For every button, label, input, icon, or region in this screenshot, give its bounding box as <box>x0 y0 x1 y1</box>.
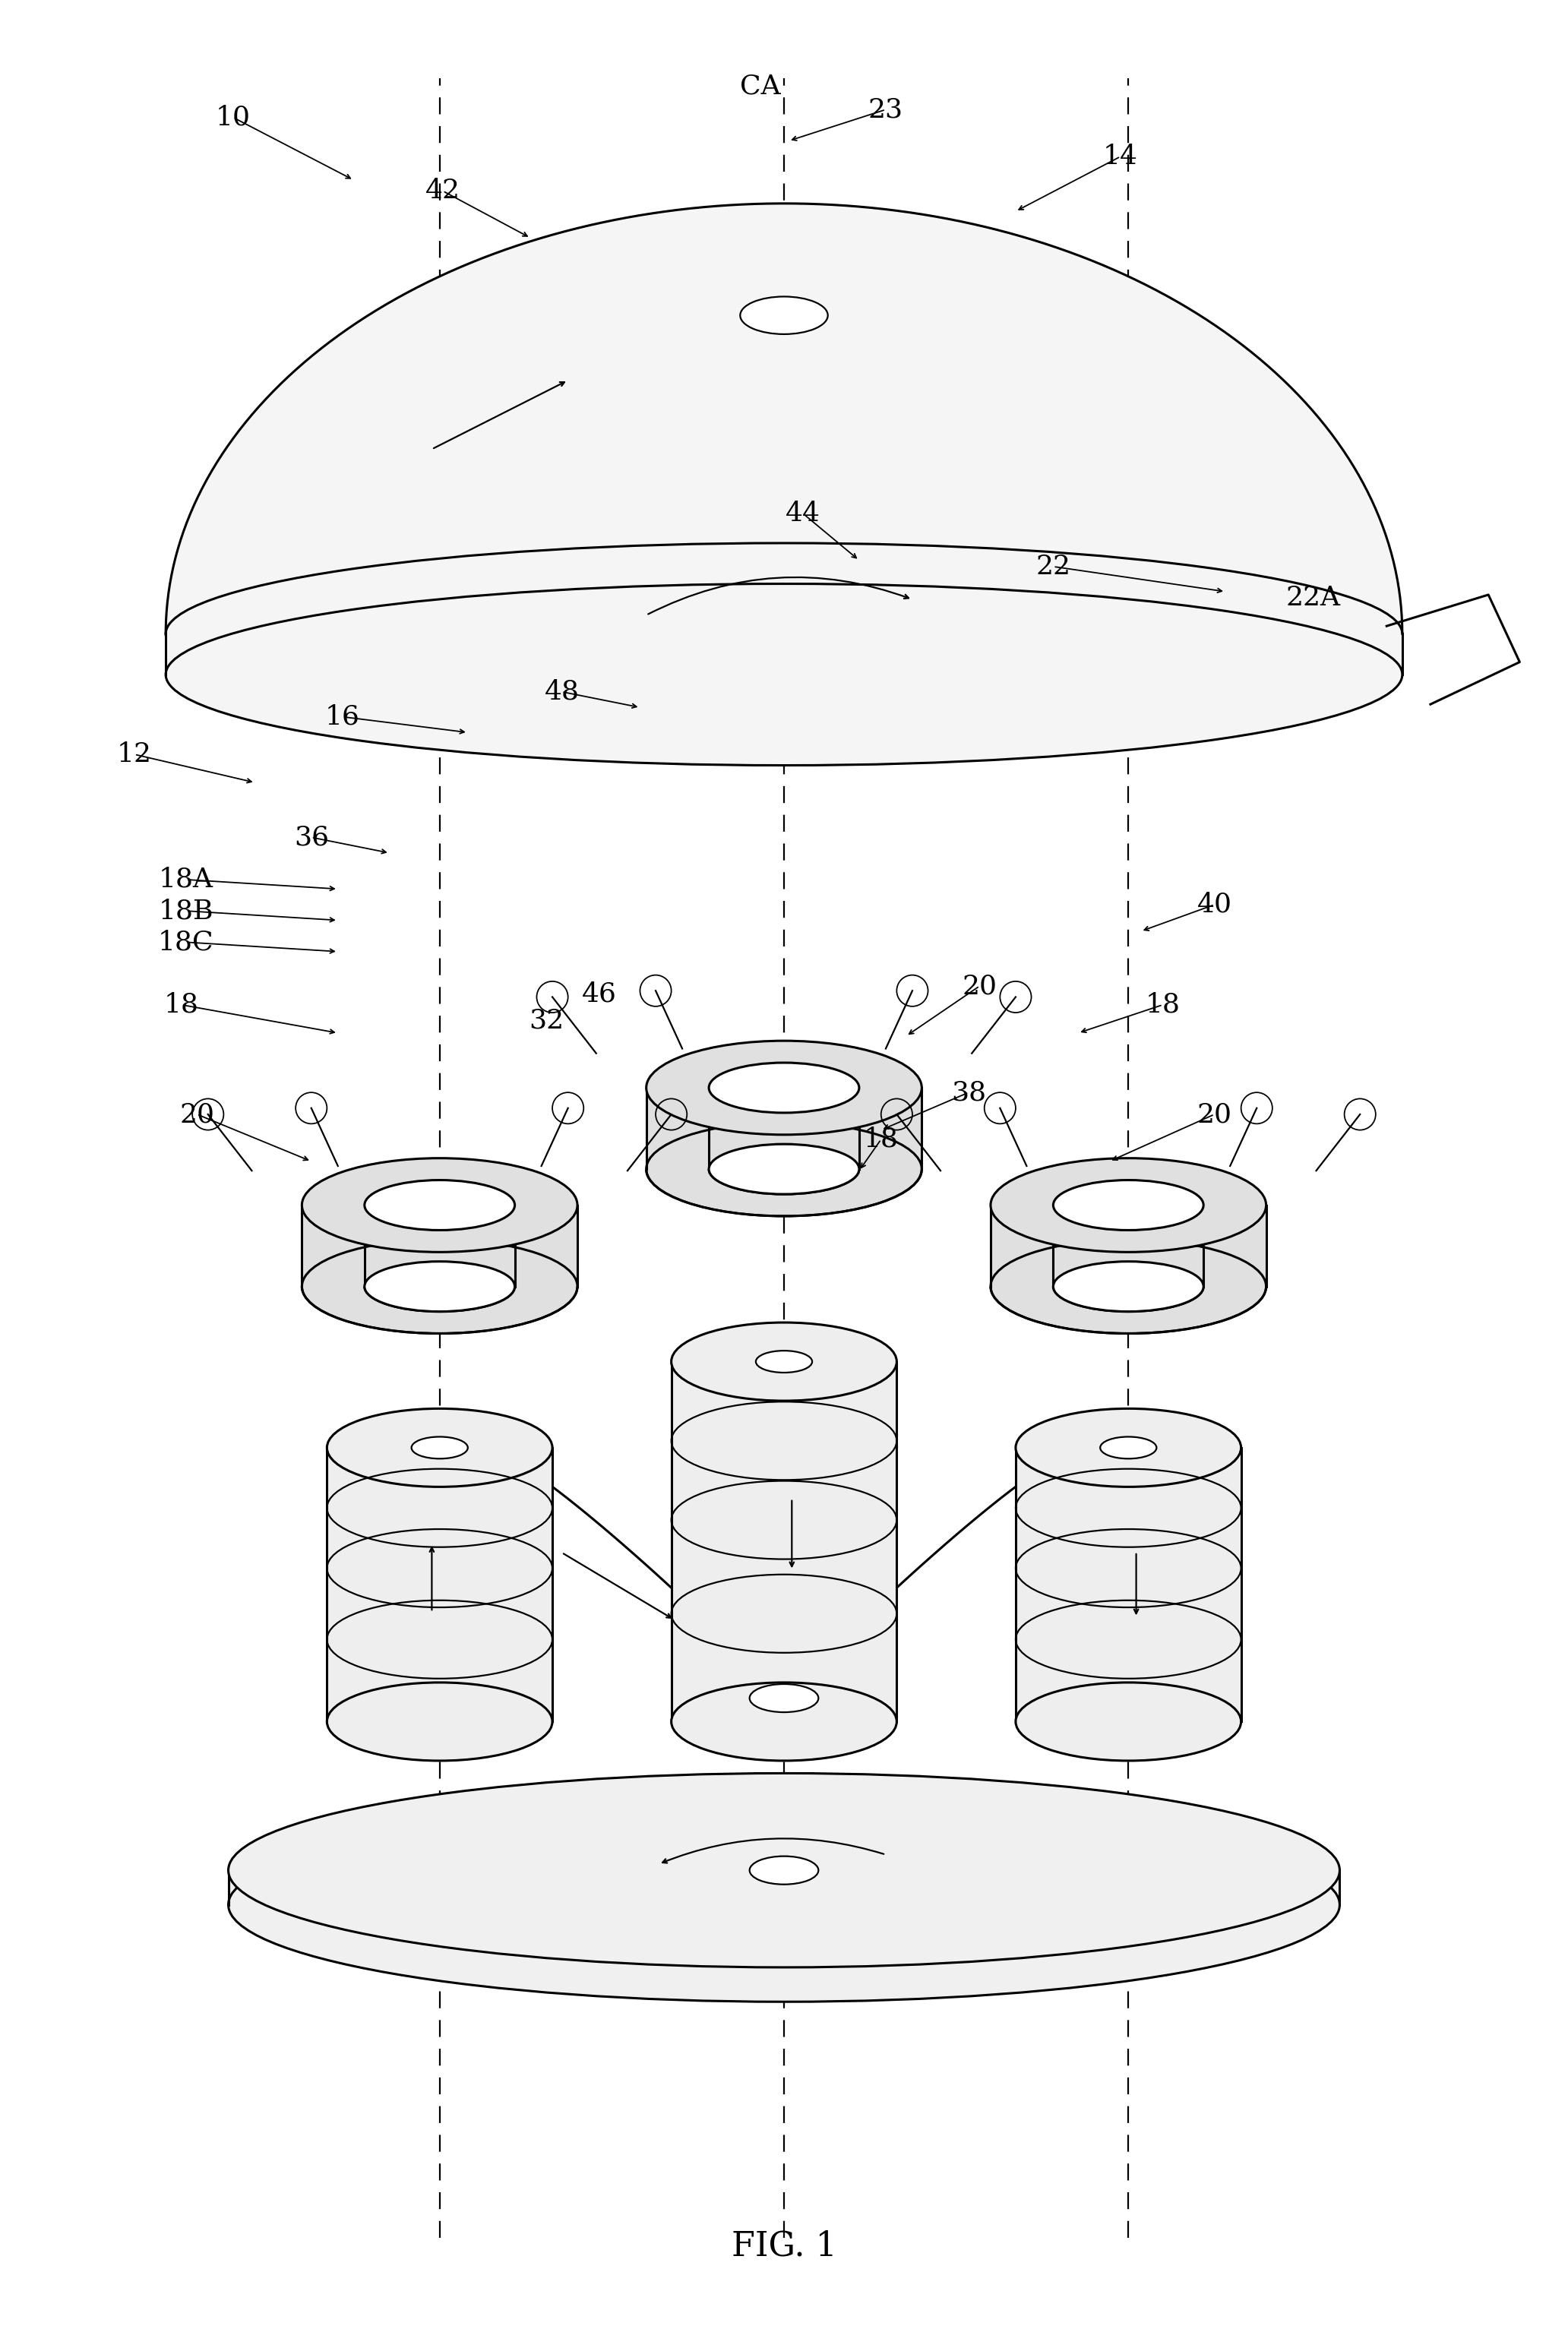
Ellipse shape <box>411 1437 467 1460</box>
Ellipse shape <box>646 1122 922 1215</box>
Text: 10: 10 <box>215 105 251 131</box>
Ellipse shape <box>750 1684 818 1712</box>
Polygon shape <box>671 1362 897 1721</box>
Text: 14: 14 <box>1102 145 1138 170</box>
Text: 20: 20 <box>180 1101 215 1126</box>
Ellipse shape <box>229 1807 1339 2001</box>
Text: 16: 16 <box>325 704 361 730</box>
Ellipse shape <box>328 1681 552 1761</box>
Ellipse shape <box>991 1241 1265 1334</box>
Ellipse shape <box>671 1322 897 1402</box>
Ellipse shape <box>166 583 1402 765</box>
Text: 23: 23 <box>869 96 903 124</box>
Text: 18B: 18B <box>158 898 213 923</box>
Ellipse shape <box>1016 1409 1240 1488</box>
Ellipse shape <box>328 1409 552 1488</box>
Text: 46: 46 <box>582 982 616 1007</box>
Text: FIG. 1: FIG. 1 <box>731 2229 837 2262</box>
Text: 22: 22 <box>1036 553 1071 578</box>
Ellipse shape <box>646 1040 922 1136</box>
Ellipse shape <box>709 1145 859 1194</box>
Text: 20: 20 <box>1196 1101 1232 1126</box>
Polygon shape <box>1016 1448 1240 1721</box>
Text: 12: 12 <box>118 742 152 767</box>
Ellipse shape <box>364 1180 514 1231</box>
Ellipse shape <box>1101 1437 1157 1460</box>
Polygon shape <box>514 1206 577 1287</box>
Text: 18C: 18C <box>158 928 215 956</box>
Ellipse shape <box>671 1681 897 1761</box>
Text: 44: 44 <box>786 501 820 527</box>
Text: 40: 40 <box>1196 891 1232 916</box>
Ellipse shape <box>364 1262 514 1311</box>
Text: 18: 18 <box>1145 991 1181 1017</box>
Ellipse shape <box>750 1856 818 1884</box>
Ellipse shape <box>303 1241 577 1334</box>
Polygon shape <box>991 1206 1054 1287</box>
Polygon shape <box>1204 1206 1265 1287</box>
Polygon shape <box>328 1448 552 1721</box>
Text: 32: 32 <box>528 1007 563 1033</box>
Text: 22A: 22A <box>1286 585 1341 611</box>
Text: CA: CA <box>740 72 781 98</box>
Ellipse shape <box>229 1772 1339 1968</box>
Text: 18A: 18A <box>158 868 213 893</box>
Ellipse shape <box>991 1159 1265 1252</box>
Polygon shape <box>166 634 1402 674</box>
Ellipse shape <box>1016 1681 1240 1761</box>
Text: 18: 18 <box>864 1126 898 1152</box>
Ellipse shape <box>756 1350 812 1374</box>
Text: 18: 18 <box>165 991 199 1017</box>
Text: 36: 36 <box>293 826 329 851</box>
Text: 48: 48 <box>544 679 579 704</box>
Ellipse shape <box>709 1063 859 1112</box>
Polygon shape <box>166 203 1402 634</box>
Ellipse shape <box>303 1159 577 1252</box>
Ellipse shape <box>1054 1180 1204 1231</box>
Polygon shape <box>646 1087 709 1168</box>
Ellipse shape <box>166 543 1402 725</box>
Polygon shape <box>859 1087 922 1168</box>
Polygon shape <box>229 1870 1339 1905</box>
Ellipse shape <box>740 296 828 333</box>
Text: 20: 20 <box>963 972 997 998</box>
Text: 42: 42 <box>425 177 461 203</box>
Text: 38: 38 <box>952 1080 986 1105</box>
Polygon shape <box>303 1206 364 1287</box>
Ellipse shape <box>1054 1262 1204 1311</box>
